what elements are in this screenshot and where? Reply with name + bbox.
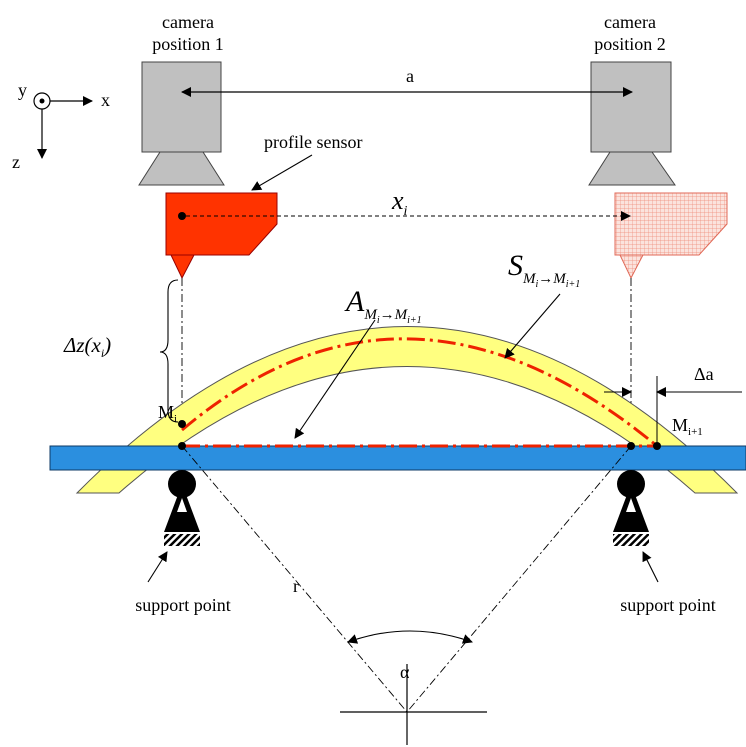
point-Mi-upper xyxy=(178,420,186,428)
camera-1-label-line1: camera xyxy=(162,12,214,32)
delta-z-prefix: Δz(x xyxy=(63,333,101,357)
camera-1-label-line2: position 1 xyxy=(152,34,224,54)
support-point-right xyxy=(613,470,649,546)
support-right-pointer xyxy=(642,551,659,583)
support-right-label: support point xyxy=(620,595,716,615)
Mi1-main: M xyxy=(672,415,688,435)
support-right-hatch xyxy=(613,534,649,546)
support-left-label: support point xyxy=(135,595,231,615)
A-sub-M: M xyxy=(363,307,378,323)
S-sub-M: M xyxy=(522,271,537,287)
support-beam xyxy=(49,445,746,471)
angle-alpha-arc xyxy=(347,630,473,644)
profile-sensor-ghost xyxy=(614,192,728,280)
support-left-pointer xyxy=(147,551,168,583)
delta-z-brace xyxy=(159,279,179,423)
support-point-left xyxy=(164,470,200,546)
S-label: SMi→Mi+1 xyxy=(508,249,580,290)
S-sub-arrow: → xyxy=(538,271,553,287)
xi-main: x xyxy=(391,186,404,215)
camera-2-lens xyxy=(588,151,676,186)
Mi1-sub: i+1 xyxy=(688,426,703,438)
specimen-band xyxy=(75,326,739,494)
camera-2-label-line1: camera xyxy=(604,12,656,32)
A-main: A xyxy=(344,285,365,318)
Mi1-label: Mi+1 xyxy=(672,415,703,438)
camera-1-lens xyxy=(138,151,225,186)
angle-alpha-label: α xyxy=(400,662,410,682)
S-sub-i: i xyxy=(536,279,539,290)
distance-a-label: a xyxy=(406,66,414,86)
radius-line-right xyxy=(406,445,632,713)
Mi-main: M xyxy=(158,402,174,422)
camera-2-label-line2: position 2 xyxy=(594,34,666,54)
Mi-sub: i xyxy=(174,413,177,425)
A-sub-arrow: → xyxy=(380,307,395,323)
camera-position-2: camera position 2 xyxy=(588,12,676,186)
xi-label: xi xyxy=(391,186,408,219)
A-sub-i: i xyxy=(377,315,380,326)
S-sub-i1: i+1 xyxy=(566,279,581,290)
radius-line-left xyxy=(181,445,408,713)
profile-sensor-label: profile sensor xyxy=(264,132,362,152)
sensor-ghost-tip xyxy=(619,254,644,280)
xi-sub: i xyxy=(404,204,408,219)
A-sub-i1: i+1 xyxy=(407,315,422,326)
delta-a-label: Δa xyxy=(694,364,714,384)
Mi-label: Mi xyxy=(158,402,177,425)
delta-z-sub: i xyxy=(101,346,104,360)
axis-x-label: x xyxy=(101,90,110,110)
S-sub-M2: M xyxy=(552,271,567,287)
delta-z-suffix: ) xyxy=(103,333,111,357)
camera-position-1: camera position 1 xyxy=(138,12,225,186)
camera-2-body xyxy=(590,61,672,153)
sensor-ghost-body xyxy=(614,192,728,256)
profile-sensor-active xyxy=(165,192,278,280)
arc-length-curve xyxy=(181,337,658,448)
sensor-active-tip xyxy=(170,254,195,280)
S-pointer xyxy=(504,293,561,359)
A-pointer xyxy=(294,319,376,439)
axis-y-label: y xyxy=(18,80,27,100)
sensor-active-body xyxy=(165,192,278,256)
delta-z-label: Δz(xi) xyxy=(63,333,111,360)
radius-label: r xyxy=(293,576,299,596)
A-label: AMi→Mi+1 xyxy=(344,285,422,326)
coordinate-axes: y x z xyxy=(12,80,110,172)
axis-z-label: z xyxy=(12,152,20,172)
profile-sensor-pointer xyxy=(251,154,313,191)
camera-1-body xyxy=(141,61,222,153)
S-main: S xyxy=(508,249,523,282)
A-sub-M2: M xyxy=(394,307,409,323)
support-left-hatch xyxy=(164,534,200,546)
